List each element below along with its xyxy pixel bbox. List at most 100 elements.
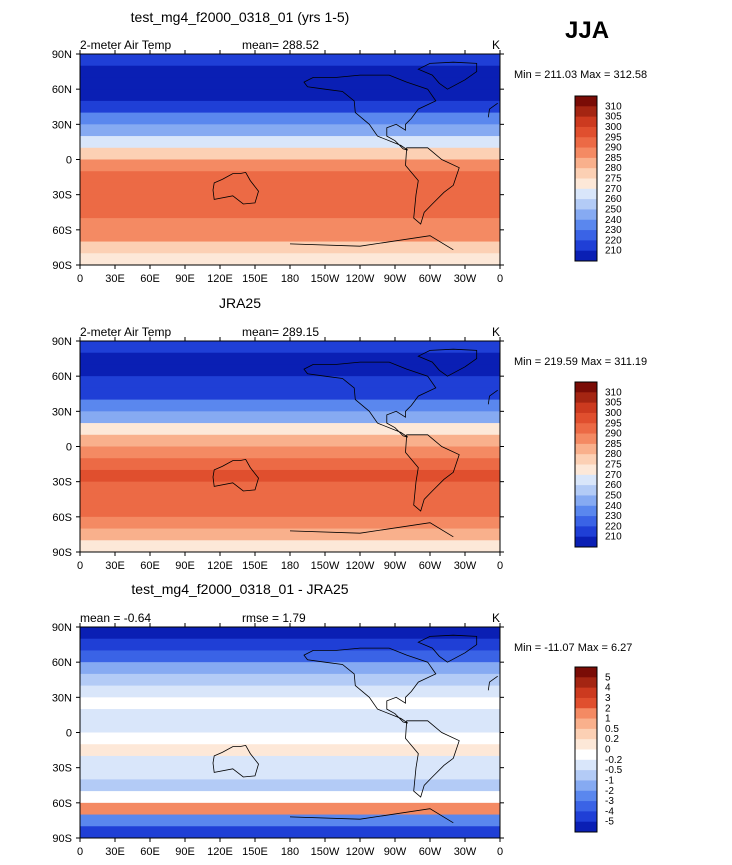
field-band <box>80 744 500 757</box>
continent-outline <box>303 647 437 724</box>
colorbar-swatch <box>575 718 597 730</box>
colorbar-swatch <box>575 801 597 812</box>
colorbar-swatch <box>575 382 597 393</box>
panel-center-label: mean= 289.15 <box>242 325 319 339</box>
field-band <box>80 206 500 219</box>
panel-title: test_mg4_f2000_0318_01 (yrs 1-5) <box>131 9 350 25</box>
map-field <box>80 341 500 552</box>
field-band <box>80 364 500 377</box>
x-tick-label: 150W <box>311 273 340 285</box>
x-tick-label: 120E <box>207 273 233 285</box>
x-tick-label: 120E <box>207 560 233 572</box>
y-tick-label: 90N <box>52 622 72 634</box>
y-tick-label: 90S <box>52 547 72 559</box>
panel-unit-label: K <box>492 611 500 625</box>
colorbar-label: -2 <box>605 786 614 797</box>
x-tick-label: 150E <box>242 846 268 858</box>
panel-2: JRA25 2-meter Air Temp mean= 289.15 K 90N 60N… <box>52 295 647 572</box>
x-tick-label: 180 <box>281 273 299 285</box>
field-band <box>80 218 500 231</box>
x-tick-label: 0 <box>497 560 503 572</box>
colorbar-swatch <box>575 168 597 179</box>
colorbar-label: 220 <box>605 521 622 532</box>
colorbar-swatch <box>575 137 597 148</box>
colorbar-swatch <box>575 433 597 445</box>
field-band <box>80 493 500 506</box>
colorbar-swatch <box>575 199 597 210</box>
colorbar-label: 210 <box>605 246 622 257</box>
colorbar-swatch <box>575 188 597 200</box>
x-tick-label: 60W <box>419 846 442 858</box>
field-band <box>80 814 500 827</box>
colorbar-label: 310 <box>605 101 622 112</box>
field-band <box>80 229 500 243</box>
x-tick-label: 30W <box>454 273 477 285</box>
field-band <box>80 638 500 652</box>
colorbar-label: 240 <box>605 501 622 512</box>
x-tick-label: 60E <box>140 273 160 285</box>
colorbar-swatch <box>575 759 597 771</box>
colorbar-label: 280 <box>605 449 622 460</box>
x-tick-label: 150E <box>242 560 268 572</box>
colorbar-label: 260 <box>605 194 622 205</box>
x-tick-label: 0 <box>77 273 83 285</box>
continent-outline <box>417 61 478 90</box>
field-band <box>80 399 500 412</box>
field-band <box>80 147 500 161</box>
minmax-label: Min = 219.59 Max = 311.19 <box>514 356 647 368</box>
x-tick-label: 150W <box>311 846 340 858</box>
x-tick-label: 60W <box>419 273 442 285</box>
colorbar-label: 285 <box>605 153 622 164</box>
colorbar-label: 300 <box>605 408 622 419</box>
field-band <box>80 662 500 675</box>
colorbar-label: 5 <box>605 672 611 683</box>
y-tick-label: 30S <box>52 190 72 202</box>
field-band <box>80 767 500 780</box>
continent-outline <box>405 720 460 798</box>
field-band <box>80 241 500 254</box>
continent-outline <box>417 348 478 377</box>
field-band <box>80 528 500 541</box>
colorbar-frame <box>574 666 598 833</box>
x-tick-label: 120W <box>346 560 375 572</box>
colorbar-swatch <box>575 147 597 159</box>
x-tick-label: 180 <box>281 846 299 858</box>
colorbar-swatch <box>575 240 597 252</box>
field-band <box>80 65 500 79</box>
colorbar-label: 250 <box>605 204 622 215</box>
colorbar-swatch <box>575 516 597 527</box>
field-band <box>80 136 500 149</box>
continent-outline <box>289 235 454 251</box>
colorbar-swatch <box>575 790 597 802</box>
y-tick-label: 30N <box>52 692 72 704</box>
colorbar-swatch <box>575 697 597 709</box>
colorbar-swatch <box>575 178 597 190</box>
colorbar-label: 300 <box>605 122 622 133</box>
colorbar-swatch <box>575 402 597 414</box>
colorbar-swatch <box>575 749 597 761</box>
x-tick-label: 90W <box>384 560 407 572</box>
field-band <box>80 650 500 663</box>
x-tick-label: 60W <box>419 560 442 572</box>
colorbar-label: 270 <box>605 470 622 481</box>
colorbar-label: 310 <box>605 387 622 398</box>
field-band <box>80 446 500 459</box>
x-tick-label: 120E <box>207 846 233 858</box>
colorbar-label: 280 <box>605 163 622 174</box>
continent-outline <box>405 434 460 512</box>
colorbar-swatch <box>575 505 597 517</box>
y-tick-label: 30N <box>52 406 72 418</box>
field-band <box>80 802 500 816</box>
field-band <box>80 194 500 207</box>
continent-outline <box>289 522 454 538</box>
colorbar-label: 4 <box>605 683 611 694</box>
colorbar-label: 275 <box>605 460 622 471</box>
continent-outline <box>303 361 437 438</box>
x-tick-label: 90E <box>175 846 195 858</box>
y-tick-label: 90N <box>52 336 72 348</box>
y-tick-label: 60S <box>52 798 72 810</box>
x-tick-label: 30W <box>454 846 477 858</box>
colorbar-swatch <box>575 677 597 689</box>
continent-outline <box>212 171 259 205</box>
y-tick-label: 30S <box>52 477 72 489</box>
